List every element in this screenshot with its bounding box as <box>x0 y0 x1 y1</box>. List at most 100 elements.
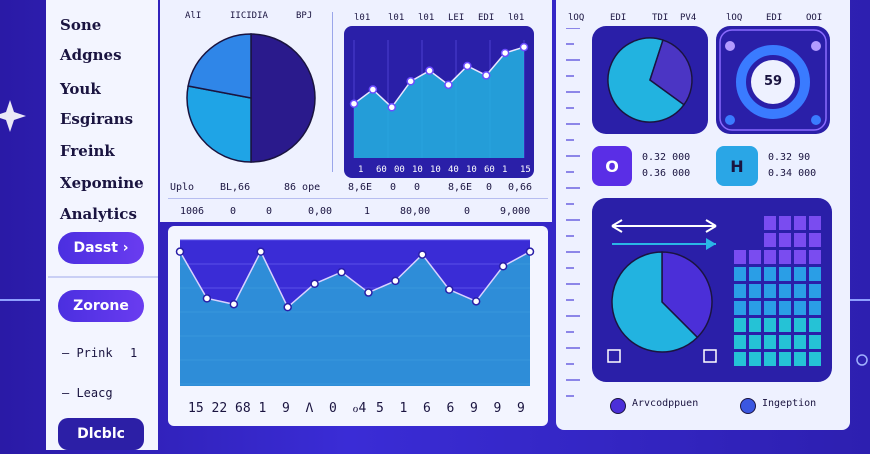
sidebar-item-freink[interactable]: Freink <box>60 142 115 160</box>
sidebar <box>46 0 158 450</box>
table-cell: 0 <box>486 182 493 193</box>
distribution-card <box>592 198 832 382</box>
sidebar-item-xepomine[interactable]: Xepomine <box>60 174 144 192</box>
pie-slice <box>661 251 713 339</box>
heat-cell <box>809 216 821 230</box>
heat-cell <box>764 301 776 315</box>
heat-cell <box>764 267 776 281</box>
x-tick-label: 40 <box>448 165 459 175</box>
svg-text:EDI: EDI <box>610 13 626 23</box>
x-tick-label: 0 <box>329 401 337 416</box>
line-point <box>387 103 397 112</box>
x-tick-label: 60 <box>484 165 495 175</box>
table-cell: 0 <box>266 206 273 217</box>
table-cell: 1 <box>364 206 371 217</box>
pie-slice <box>649 39 693 106</box>
table-cell: 0 <box>230 206 237 217</box>
line-chart-top: 1 60 00 10 10 40 10 60 1 15 <box>344 26 534 178</box>
x-tick-label: ℴ4 <box>353 401 367 416</box>
table-cell: 0,00 <box>308 206 333 217</box>
legend-label: Ingeption <box>762 398 817 409</box>
dlcblc-button[interactable]: Dlcblc <box>58 418 144 450</box>
sidebar-item-sone[interactable]: Sone <box>60 16 102 34</box>
right-header: lOQ EDI TDI PV4 lOQ EDI OOI <box>566 8 846 27</box>
x-tick-label: Λ <box>306 401 314 416</box>
stat-o-badge[interactable]: O <box>592 146 632 186</box>
table-row: 1006 0 0 0,00 1 80,00 0 9,000 <box>168 206 548 222</box>
heat-cell <box>809 301 821 315</box>
pie-slice <box>186 85 252 163</box>
x-tick-label: 60 <box>376 165 387 175</box>
line-point <box>368 85 378 94</box>
table-cell: 80,00 <box>400 206 431 217</box>
area-point <box>444 285 454 294</box>
area-point <box>256 247 266 256</box>
heat-cell <box>779 250 791 264</box>
line-point <box>519 42 529 52</box>
area-fill <box>180 251 530 386</box>
x-tick-label: 6 <box>423 401 431 416</box>
vertical-divider <box>332 12 333 172</box>
list-item-leacg[interactable]: — Leacg <box>62 386 113 400</box>
heat-cell <box>809 250 821 264</box>
heat-cell <box>794 284 806 298</box>
x-tick-label: 9 <box>282 401 290 416</box>
sidebar-item-youk[interactable]: Youk <box>60 80 101 98</box>
legend-swatch-icon <box>610 398 626 414</box>
sidebar-item-adgnes[interactable]: Adgnes <box>60 46 122 64</box>
heat-cell <box>764 250 776 264</box>
line-area <box>354 47 524 158</box>
arrow-right-icon <box>706 238 716 250</box>
area-point <box>498 262 508 271</box>
area-point <box>391 276 400 286</box>
sidebar-item-esgirans[interactable]: Esgirans <box>60 110 134 128</box>
heat-cell <box>794 250 806 264</box>
heat-cell <box>734 301 746 315</box>
x-tick-label: 10 <box>412 165 423 175</box>
line-chart-top-header: l01 l01 l01 LEI EDI l01 <box>344 8 534 27</box>
line-point <box>500 48 510 58</box>
list-item-prink[interactable]: — Prink <box>62 346 113 360</box>
stat-h-badge[interactable]: H <box>716 146 758 186</box>
pie-chart-1 <box>176 30 326 170</box>
gauge-card[interactable]: 59 <box>716 26 830 134</box>
x-tick-label: 10 <box>430 165 441 175</box>
zorone-button[interactable]: Zorone <box>58 290 144 322</box>
main-area-chart: 15 22 68 1 9 Λ 0 ℴ4 5 1 6 6 9 9 9 <box>168 226 548 426</box>
svg-text:TDI: TDI <box>652 13 668 23</box>
legend-item[interactable]: Arvcodppuen <box>610 396 720 414</box>
table-cell: 8,6E <box>448 182 473 193</box>
area-point <box>471 297 481 306</box>
svg-text:LEI: LEI <box>448 13 464 23</box>
heat-cell <box>794 318 806 332</box>
heat-cell <box>764 233 776 247</box>
heat-cell <box>764 352 776 366</box>
stat-o-line1: 0.32 000 <box>642 152 691 163</box>
legend-item[interactable]: Ingeption <box>740 396 840 414</box>
pie-card[interactable] <box>592 26 708 134</box>
area-point <box>418 250 427 259</box>
stat-h-line2: 0.34 000 <box>768 168 817 179</box>
area-point <box>364 288 373 297</box>
double-arrow-icon <box>611 219 717 233</box>
sidebar-divider <box>48 276 158 278</box>
svg-text:lOQ: lOQ <box>726 13 742 23</box>
heat-cell <box>749 301 761 315</box>
header-tick: IICIDIA <box>230 11 268 21</box>
ruler <box>566 27 586 408</box>
svg-text:l01: l01 <box>388 13 404 23</box>
heat-cell <box>809 284 821 298</box>
heat-cell <box>749 335 761 349</box>
table-row: Uplo BL,66 86 ope 8,6E 0 0 8,6E 0 0,66 <box>168 182 548 199</box>
list-item-prink-count: 1 <box>130 346 138 360</box>
svg-text:l01: l01 <box>418 13 434 23</box>
heat-cell <box>794 216 806 230</box>
heat-cell <box>734 335 746 349</box>
pie-slice <box>187 33 252 99</box>
sidebar-item-analytics[interactable]: Analytics <box>60 205 137 223</box>
heat-cell <box>749 250 761 264</box>
dasst-button[interactable]: Dasst › <box>58 232 144 264</box>
x-tick-label: 9 <box>517 401 525 416</box>
sparkle-icon <box>0 100 26 132</box>
heat-cell <box>779 318 791 332</box>
